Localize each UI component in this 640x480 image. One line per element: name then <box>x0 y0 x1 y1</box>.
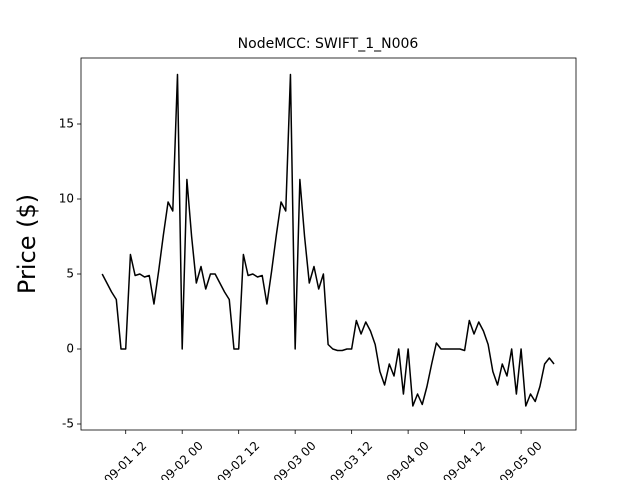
price-line <box>101 73 555 407</box>
y-tick-label: 5 <box>66 267 74 281</box>
y-axis-label: Price ($) <box>13 194 41 294</box>
y-tick-label: 10 <box>59 192 74 206</box>
plot-frame <box>80 57 577 431</box>
y-tick-label: 0 <box>66 342 74 356</box>
y-tick-label: -5 <box>62 417 74 431</box>
y-tick-label: 15 <box>59 117 74 131</box>
chart-title: NodeMCC: SWIFT_1_N006 <box>238 36 419 52</box>
